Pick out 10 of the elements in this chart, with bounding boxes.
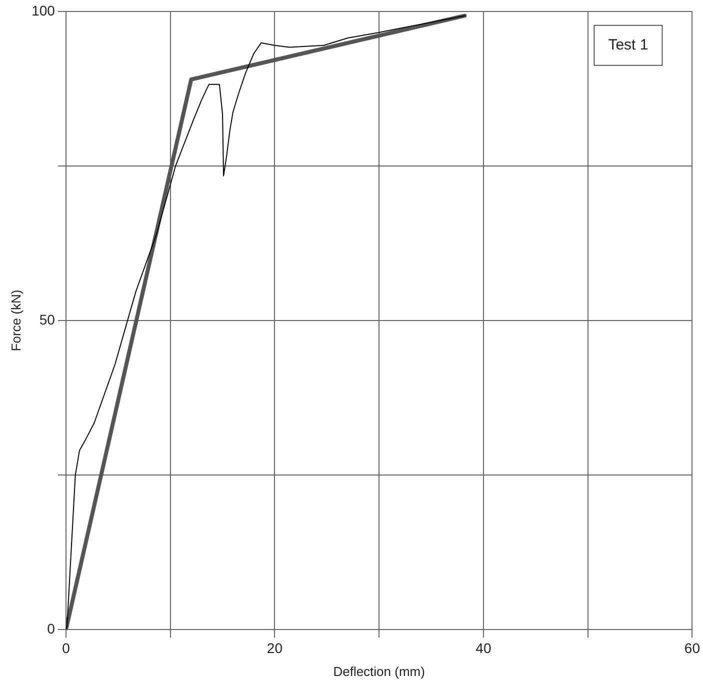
annotation: Test 1 — [608, 36, 648, 54]
y-axis-title: Force (kN) — [8, 290, 24, 352]
x-tick-label: 40 — [476, 640, 492, 656]
y-tick-label: 0 — [47, 620, 56, 636]
y-tick-label: 100 — [32, 2, 56, 18]
x-tick-label: 60 — [684, 640, 700, 656]
x-tick-label: 0 — [62, 640, 70, 656]
x-axis-title: Deflection (mm) — [333, 664, 425, 679]
x-tick-label: 20 — [266, 640, 283, 656]
y-tick-label: 50 — [39, 311, 56, 328]
